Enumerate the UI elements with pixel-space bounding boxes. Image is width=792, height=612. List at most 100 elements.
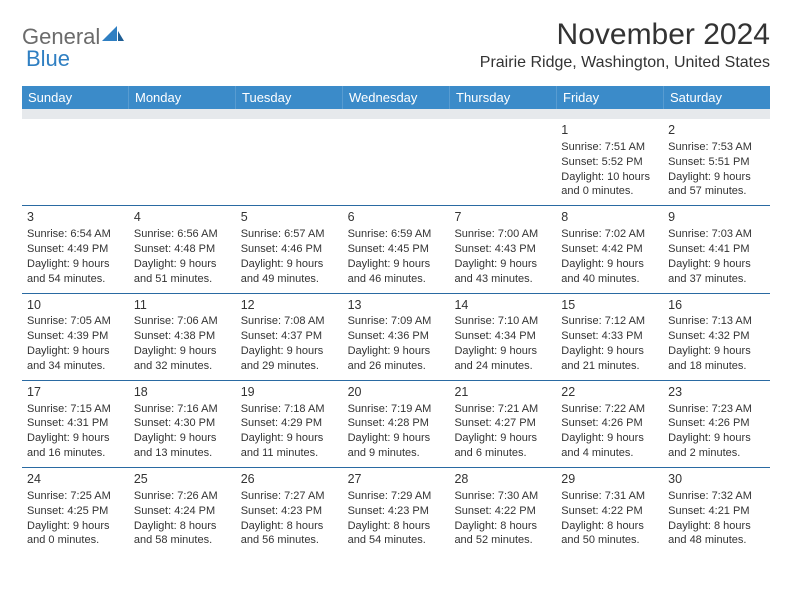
info-line: Daylight: 9 hours (241, 257, 338, 272)
info-line: Sunset: 4:26 PM (561, 416, 658, 431)
info-line: Daylight: 8 hours (348, 519, 445, 534)
month-title: November 2024 (480, 18, 770, 52)
info-line: Sunset: 4:23 PM (348, 504, 445, 519)
day-number: 16 (668, 297, 765, 314)
week-row: 17Sunrise: 7:15 AMSunset: 4:31 PMDayligh… (22, 380, 770, 467)
info-line: Sunrise: 7:10 AM (454, 314, 551, 329)
info-line: Sunset: 4:34 PM (454, 329, 551, 344)
day-number: 22 (561, 384, 658, 401)
info-line: Sunrise: 7:06 AM (134, 314, 231, 329)
day-number: 20 (348, 384, 445, 401)
info-line: and 57 minutes. (668, 184, 765, 199)
day-cell: 13Sunrise: 7:09 AMSunset: 4:36 PMDayligh… (343, 294, 450, 380)
day-number: 9 (668, 209, 765, 226)
info-line: and 21 minutes. (561, 359, 658, 374)
day-cell: 14Sunrise: 7:10 AMSunset: 4:34 PMDayligh… (449, 294, 556, 380)
info-line: Sunset: 4:25 PM (27, 504, 124, 519)
info-line: Sunrise: 7:19 AM (348, 402, 445, 417)
day-cell: 11Sunrise: 7:06 AMSunset: 4:38 PMDayligh… (129, 294, 236, 380)
info-line: Daylight: 9 hours (668, 257, 765, 272)
info-line: and 6 minutes. (454, 446, 551, 461)
info-line: Sunset: 4:42 PM (561, 242, 658, 257)
info-line: Sunset: 4:29 PM (241, 416, 338, 431)
info-line: Sunrise: 7:26 AM (134, 489, 231, 504)
day-cell: 17Sunrise: 7:15 AMSunset: 4:31 PMDayligh… (22, 381, 129, 467)
day-number: 30 (668, 471, 765, 488)
info-line: Sunrise: 7:03 AM (668, 227, 765, 242)
day-number: 11 (134, 297, 231, 314)
day-cell: 27Sunrise: 7:29 AMSunset: 4:23 PMDayligh… (343, 468, 450, 554)
day-cell: 2Sunrise: 7:53 AMSunset: 5:51 PMDaylight… (663, 119, 770, 205)
info-line: and 40 minutes. (561, 272, 658, 287)
day-cell (129, 119, 236, 205)
info-line: and 0 minutes. (27, 533, 124, 548)
day-header-cell: Tuesday (236, 86, 343, 109)
info-line: Daylight: 9 hours (561, 257, 658, 272)
week-row: 10Sunrise: 7:05 AMSunset: 4:39 PMDayligh… (22, 293, 770, 380)
info-line: Sunset: 4:41 PM (668, 242, 765, 257)
day-cell: 10Sunrise: 7:05 AMSunset: 4:39 PMDayligh… (22, 294, 129, 380)
day-number: 2 (668, 122, 765, 139)
info-line: Sunset: 4:48 PM (134, 242, 231, 257)
info-line: Daylight: 9 hours (668, 344, 765, 359)
info-line: Sunset: 4:26 PM (668, 416, 765, 431)
day-number: 27 (348, 471, 445, 488)
info-line: Daylight: 9 hours (27, 257, 124, 272)
day-cell (22, 119, 129, 205)
info-line: Sunrise: 7:31 AM (561, 489, 658, 504)
info-line: and 48 minutes. (668, 533, 765, 548)
info-line: Sunrise: 7:09 AM (348, 314, 445, 329)
info-line: Sunset: 4:37 PM (241, 329, 338, 344)
day-cell: 20Sunrise: 7:19 AMSunset: 4:28 PMDayligh… (343, 381, 450, 467)
info-line: Sunrise: 7:16 AM (134, 402, 231, 417)
day-header-cell: Thursday (450, 86, 557, 109)
day-cell (449, 119, 556, 205)
day-cell: 24Sunrise: 7:25 AMSunset: 4:25 PMDayligh… (22, 468, 129, 554)
info-line: Daylight: 9 hours (241, 344, 338, 359)
info-line: and 0 minutes. (561, 184, 658, 199)
day-number: 6 (348, 209, 445, 226)
day-cell: 21Sunrise: 7:21 AMSunset: 4:27 PMDayligh… (449, 381, 556, 467)
info-line: Sunrise: 7:22 AM (561, 402, 658, 417)
day-cell: 9Sunrise: 7:03 AMSunset: 4:41 PMDaylight… (663, 206, 770, 292)
day-number: 8 (561, 209, 658, 226)
day-cell: 15Sunrise: 7:12 AMSunset: 4:33 PMDayligh… (556, 294, 663, 380)
day-header-row: SundayMondayTuesdayWednesdayThursdayFrid… (22, 86, 770, 109)
info-line: Sunrise: 7:27 AM (241, 489, 338, 504)
week-row: 24Sunrise: 7:25 AMSunset: 4:25 PMDayligh… (22, 467, 770, 554)
info-line: Sunset: 5:51 PM (668, 155, 765, 170)
info-line: and 50 minutes. (561, 533, 658, 548)
day-cell: 29Sunrise: 7:31 AMSunset: 4:22 PMDayligh… (556, 468, 663, 554)
day-number: 1 (561, 122, 658, 139)
info-line: Sunrise: 7:23 AM (668, 402, 765, 417)
day-cell: 1Sunrise: 7:51 AMSunset: 5:52 PMDaylight… (556, 119, 663, 205)
day-number: 15 (561, 297, 658, 314)
info-line: Daylight: 9 hours (561, 431, 658, 446)
info-line: Daylight: 9 hours (348, 257, 445, 272)
info-line: Sunrise: 6:57 AM (241, 227, 338, 242)
title-block: November 2024 Prairie Ridge, Washington,… (480, 18, 770, 76)
info-line: and 18 minutes. (668, 359, 765, 374)
info-line: and 4 minutes. (561, 446, 658, 461)
day-cell: 3Sunrise: 6:54 AMSunset: 4:49 PMDaylight… (22, 206, 129, 292)
info-line: Daylight: 9 hours (27, 431, 124, 446)
info-line: Daylight: 9 hours (454, 431, 551, 446)
info-line: Sunset: 4:28 PM (348, 416, 445, 431)
info-line: Sunset: 4:46 PM (241, 242, 338, 257)
info-line: and 11 minutes. (241, 446, 338, 461)
day-number: 5 (241, 209, 338, 226)
info-line: and 46 minutes. (348, 272, 445, 287)
gray-band (22, 109, 770, 119)
info-line: and 43 minutes. (454, 272, 551, 287)
day-cell: 26Sunrise: 7:27 AMSunset: 4:23 PMDayligh… (236, 468, 343, 554)
day-cell: 18Sunrise: 7:16 AMSunset: 4:30 PMDayligh… (129, 381, 236, 467)
info-line: and 26 minutes. (348, 359, 445, 374)
day-number: 24 (27, 471, 124, 488)
day-cell (343, 119, 450, 205)
info-line: Sunrise: 7:21 AM (454, 402, 551, 417)
info-line: Daylight: 9 hours (348, 431, 445, 446)
day-cell: 16Sunrise: 7:13 AMSunset: 4:32 PMDayligh… (663, 294, 770, 380)
info-line: Sunset: 4:24 PM (134, 504, 231, 519)
info-line: Daylight: 8 hours (561, 519, 658, 534)
day-number: 21 (454, 384, 551, 401)
